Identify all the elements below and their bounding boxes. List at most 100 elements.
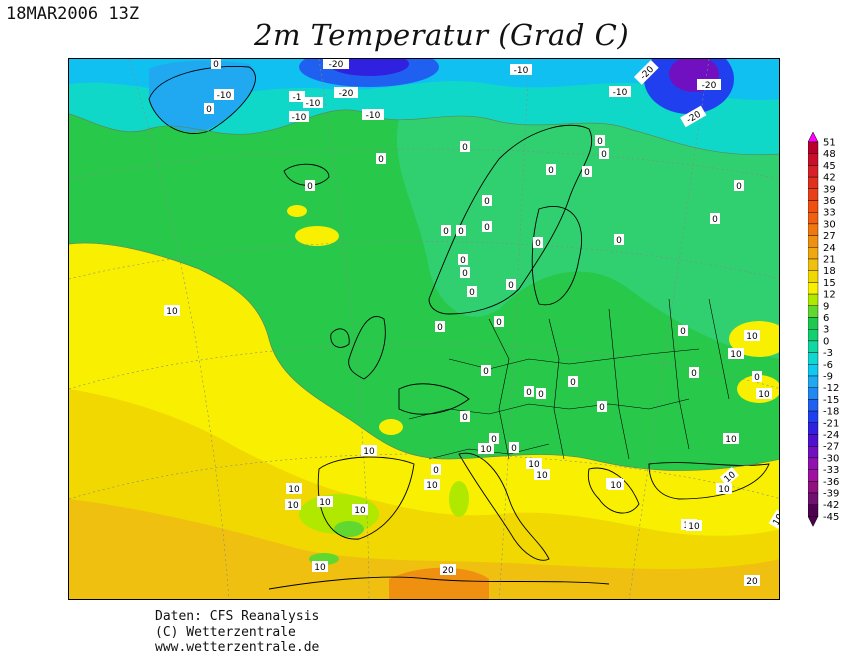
greenland-ice xyxy=(149,60,256,132)
svg-text:0: 0 xyxy=(736,182,742,192)
map-canvas: -20 -10 -1 -10 -20 -10 -10 -10 -20 -20 -… xyxy=(69,59,779,599)
contour-label: -10 xyxy=(362,109,384,121)
legend-swatch xyxy=(808,340,819,353)
svg-text:0: 0 xyxy=(535,239,541,249)
legend-tick-label: 42 xyxy=(823,173,836,184)
svg-text:0: 0 xyxy=(584,168,590,178)
legend-swatch xyxy=(808,481,819,494)
legend-tick-label: 24 xyxy=(823,243,836,254)
contour-label: 0 xyxy=(435,321,445,333)
svg-text:10: 10 xyxy=(287,501,299,511)
contour-label: 0 xyxy=(568,376,578,388)
contour-label: 20 xyxy=(440,564,456,576)
legend-tick-label: 12 xyxy=(823,290,836,301)
contour-label: 10 xyxy=(728,348,744,360)
legend-tick-label: 0 xyxy=(823,336,829,347)
legend-swatch xyxy=(808,293,819,307)
map-title: 2m Temperatur (Grad C) xyxy=(254,18,630,52)
legend-tick-label: -36 xyxy=(823,477,839,488)
contour-label: 0 xyxy=(614,234,624,246)
coastlines xyxy=(148,66,770,590)
contour-label: 10 xyxy=(723,433,739,445)
legend-swatch xyxy=(808,504,819,517)
svg-text:0: 0 xyxy=(526,388,532,398)
legend-min-arrow xyxy=(808,516,819,527)
svg-text:0: 0 xyxy=(462,269,468,279)
legend-tick-label: -33 xyxy=(823,465,839,476)
contour-label: 0 xyxy=(509,442,519,454)
legend-swatch xyxy=(808,457,819,470)
svg-text:0: 0 xyxy=(754,373,760,383)
svg-text:10: 10 xyxy=(746,332,758,342)
svg-text:0: 0 xyxy=(483,367,489,377)
legend-swatch xyxy=(808,165,819,178)
contour-label: 10 xyxy=(164,305,180,317)
contour-label: 10 xyxy=(285,499,301,511)
contour-label: 0 xyxy=(524,386,534,398)
legend-canvas: 51484542393633302724211815129630-3-6-9-1… xyxy=(808,132,839,527)
contour-label: 10 xyxy=(361,445,377,457)
contour-label: 10 xyxy=(686,520,702,532)
contour-label: 20 xyxy=(744,575,760,587)
legend-tick-label: 39 xyxy=(823,184,836,195)
legend-swatch xyxy=(808,364,819,377)
legend-swatch xyxy=(808,469,819,482)
color-scale-legend: 51 48 45 42 39 36 33 30 27 24 21 18 15 12 9 6 3 0 -3 -6 -9 -1… xyxy=(808,132,850,532)
legend-swatch xyxy=(808,410,819,424)
contour-label: 10 xyxy=(756,388,772,400)
legend-max-arrow xyxy=(808,132,819,143)
legend-swatch xyxy=(808,188,819,201)
svg-text:0: 0 xyxy=(597,137,603,147)
svg-text:10: 10 xyxy=(480,445,492,455)
contour-label: 10 xyxy=(534,469,550,481)
contour-label: 0 xyxy=(431,464,441,476)
contour-label: 0 xyxy=(458,254,468,266)
svg-text:20: 20 xyxy=(746,577,758,587)
legend-tick-label: 48 xyxy=(823,149,836,160)
contour-label: 0 xyxy=(460,267,470,279)
warm-spot-biscay xyxy=(379,419,403,435)
svg-text:0: 0 xyxy=(570,378,576,388)
contour-label: 0 xyxy=(599,148,609,160)
svg-text:0: 0 xyxy=(378,155,384,165)
svg-text:-1: -1 xyxy=(293,93,302,103)
legend-swatch xyxy=(808,352,819,365)
contour-label-group: -20 -10 -1 -10 -20 -10 -10 -10 -20 -20 -… xyxy=(164,59,779,587)
contour-label: -10 xyxy=(214,89,234,101)
iberia-green-patch xyxy=(334,521,364,537)
legend-swatch xyxy=(808,141,819,154)
svg-text:10: 10 xyxy=(319,498,331,508)
svg-text:0: 0 xyxy=(462,413,468,423)
legend-swatch xyxy=(808,492,819,505)
warm-spot-iceland xyxy=(295,226,339,246)
contour-label: 0 xyxy=(597,401,607,413)
contour-label: 10 xyxy=(286,483,302,495)
legend-swatch xyxy=(808,446,819,459)
legend-tick-label: 45 xyxy=(823,161,836,172)
cold-core-greenland xyxy=(329,59,409,76)
legend-tick-label: 36 xyxy=(823,196,836,207)
credits-website[interactable]: www.wetterzentrale.de xyxy=(155,640,320,655)
svg-text:10: 10 xyxy=(354,506,366,516)
svg-text:-10: -10 xyxy=(613,88,628,98)
legend-swatch xyxy=(808,247,819,260)
contour-label: 10 xyxy=(478,443,494,455)
svg-text:0: 0 xyxy=(511,444,517,454)
contour-label: 0 xyxy=(533,237,543,249)
contour-label: -10 xyxy=(510,64,532,76)
contour-label: 0 xyxy=(211,59,221,70)
contour-label: 0 xyxy=(489,433,499,445)
svg-text:10: 10 xyxy=(426,481,438,491)
svg-text:-20: -20 xyxy=(702,81,717,91)
contour-label: 0 xyxy=(481,365,491,377)
contour-label: -10 xyxy=(303,97,323,109)
legend-tick-label: 30 xyxy=(823,219,836,230)
legend-tick-label: 51 xyxy=(823,138,836,149)
legend-swatch xyxy=(808,223,819,236)
legend-tick-label: 3 xyxy=(823,325,829,336)
svg-text:0: 0 xyxy=(599,403,605,413)
credits-block: Daten: CFS Reanalysis (C) Wetterzentrale… xyxy=(155,609,319,656)
legend-swatch xyxy=(808,176,819,189)
svg-text:20: 20 xyxy=(442,566,454,576)
legend-swatch xyxy=(808,387,819,400)
